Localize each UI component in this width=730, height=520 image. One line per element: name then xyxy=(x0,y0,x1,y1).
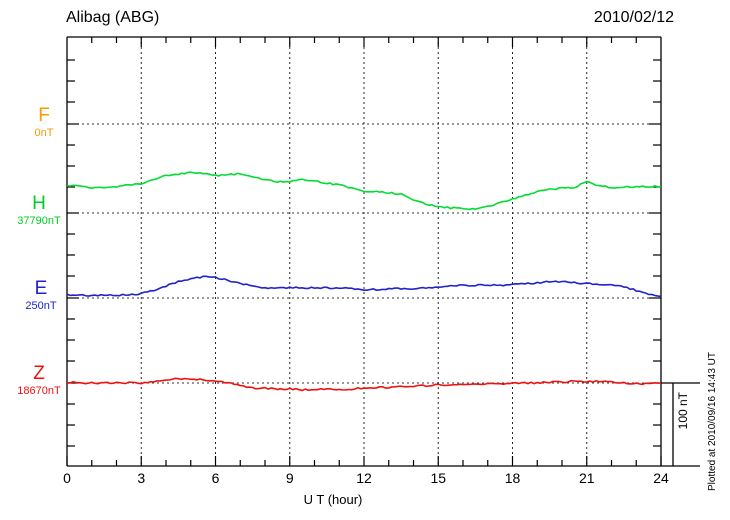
component-baselines xyxy=(67,123,661,384)
plotted-at-label: Plotted at 2010/09/16 14:43 UT xyxy=(707,352,718,491)
x-tick-label-15: 15 xyxy=(430,470,447,486)
x-tick-label-3: 3 xyxy=(137,470,146,486)
trace-E xyxy=(67,275,661,298)
trace-H xyxy=(67,171,661,211)
x-tick-label-12: 12 xyxy=(356,470,372,486)
component-letter-E: E xyxy=(34,278,48,299)
component-label-H: H 37790nT xyxy=(2,194,76,227)
scale-bar xyxy=(661,382,700,467)
component-baseline-H: 37790nT xyxy=(17,215,61,227)
x-tick-label-18: 18 xyxy=(504,470,521,486)
page-title: Alibag (ABG) xyxy=(66,9,160,26)
vertical-gridlines xyxy=(140,37,588,466)
trace-Z xyxy=(67,377,661,392)
component-letter-Z: Z xyxy=(33,363,45,384)
x-tick-label-21: 21 xyxy=(578,470,595,486)
x-tick-label-24: 24 xyxy=(653,470,669,486)
component-baseline-E: 250nT xyxy=(25,300,57,312)
component-label-F: F 0nT xyxy=(14,106,74,139)
x-tick-label-0: 0 xyxy=(63,470,71,486)
x-tick-label-6: 6 xyxy=(211,470,220,486)
y-axis-ticks xyxy=(67,59,79,447)
y-axis-ticks-right xyxy=(649,59,661,447)
component-label-Z: Z 18670nT xyxy=(2,364,76,397)
x-axis-title: U T (hour) xyxy=(0,492,730,507)
plot-frame xyxy=(66,36,662,467)
component-baseline-F: 0nT xyxy=(34,127,54,139)
component-label-E: E 250nT xyxy=(10,279,72,312)
x-axis-title-text: U T (hour) xyxy=(303,492,363,507)
component-letter-H: H xyxy=(32,193,46,214)
component-letter-F: F xyxy=(38,105,50,126)
component-baseline-Z: 18670nT xyxy=(17,385,61,397)
scale-bar-label: 100 nT xyxy=(676,392,690,430)
x-axis-ticks xyxy=(66,456,662,466)
observation-date: 2010/02/12 xyxy=(593,9,674,26)
x-tick-label-9: 9 xyxy=(285,470,294,486)
x-axis-ticks-top xyxy=(91,37,637,47)
